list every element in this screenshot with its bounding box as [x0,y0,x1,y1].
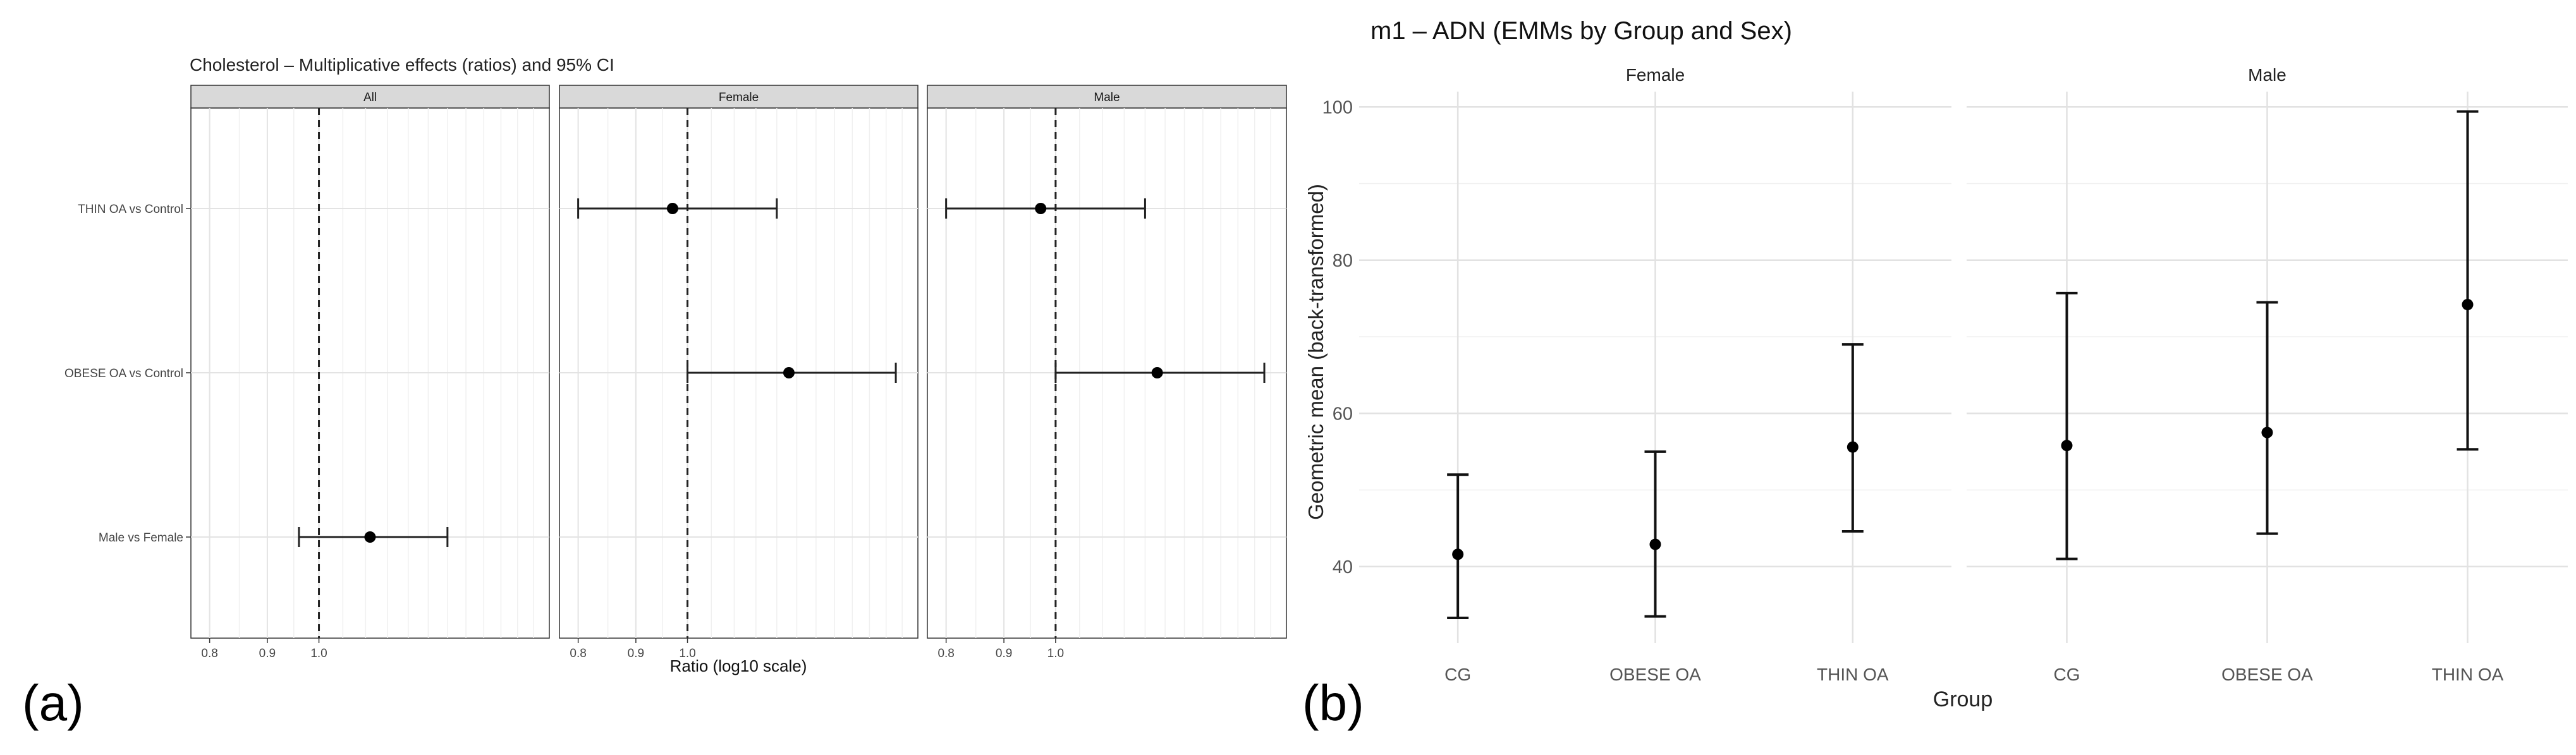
x-category-label: CG [2054,665,2080,684]
point-estimate [1452,548,1464,560]
facet-strip [190,85,550,109]
x-tick-label: 0.8 [570,647,586,660]
chart-b-xlabel: Group [1933,687,1993,711]
x-tick-label: 1.0 [310,647,327,660]
forest-plot-panel-a: Cholesterol – Multiplicative effects (ra… [64,55,1287,675]
panel-label-a: (a) [22,675,84,731]
y-tick-label: 40 [1333,557,1353,577]
y-tick-label: 60 [1333,404,1353,424]
point-estimate [1649,538,1661,550]
x-category-label: THIN OA [1817,665,1889,684]
point-estimate [666,203,678,214]
point-estimate [1151,367,1163,378]
facet-strip [559,85,919,109]
x-tick-label: 0.9 [628,647,644,660]
errorbar-plot-panel-b: m1 – ADN (EMMs by Group and Sex) Group G… [1304,17,2568,711]
chart-a-title: Cholesterol – Multiplicative effects (ra… [190,55,614,75]
chart-b-ylabel: Geometric mean (back-transformed) [1304,184,1328,520]
point-estimate [1847,441,1859,453]
point-estimate [364,531,376,543]
y-category-label: THIN OA vs Control [78,203,183,216]
facet-label: All [363,91,377,104]
point-estimate [2261,426,2273,438]
x-tick-label: 1.0 [1047,647,1064,660]
facet-label: Male [1094,91,1120,104]
x-tick-label: 0.9 [996,647,1012,660]
x-tick-label: 1.0 [679,647,695,660]
panel-label-b: (b) [1302,675,1364,731]
x-category-label: CG [1444,665,1471,684]
x-category-label: THIN OA [2432,665,2504,684]
x-tick-label: 0.9 [259,647,276,660]
point-estimate [783,367,795,378]
point-estimate [2061,440,2073,452]
y-category-label: OBESE OA vs Control [64,367,183,380]
x-tick-label: 0.8 [937,647,954,660]
y-tick-label: 80 [1333,251,1353,271]
chart-b-title: m1 – ADN (EMMs by Group and Sex) [1370,17,1792,45]
y-tick-label: 100 [1322,97,1353,118]
facet-label: Male [2248,65,2286,85]
x-category-label: OBESE OA [2221,665,2313,684]
y-category-label: Male vs Female [99,531,183,545]
chart-a-xlabel: Ratio (log10 scale) [670,656,807,675]
facet-label: Female [719,91,759,104]
facet-strip [927,85,1287,109]
point-estimate [1035,203,1047,214]
x-tick-label: 0.8 [201,647,217,660]
facet-label: Female [1626,65,1685,85]
x-category-label: OBESE OA [1609,665,1701,684]
point-estimate [2462,299,2474,311]
